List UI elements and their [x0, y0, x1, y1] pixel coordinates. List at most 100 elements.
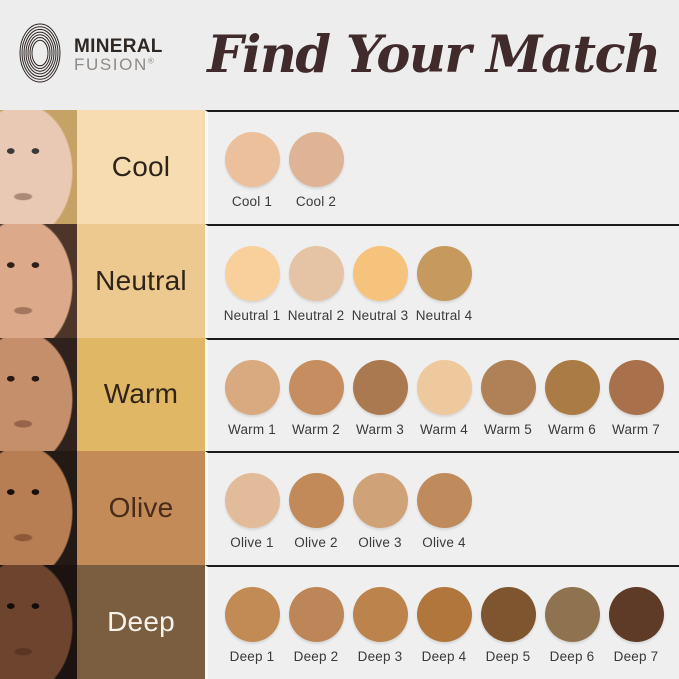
shade-swatch-label: Deep 3 — [357, 649, 403, 665]
shade-swatch-circle — [416, 359, 472, 415]
shade-swatch-label: Warm 2 — [292, 421, 340, 437]
shade-swatch: Warm 1 — [220, 359, 284, 437]
shade-rows: Cool Cool 1 Cool 2 Neutral Neutral 1 Neu… — [0, 110, 679, 679]
swatch-area: Neutral 1 Neutral 2 Neutral 3 Neutral 4 — [205, 223, 679, 338]
shade-swatch-circle — [416, 587, 472, 643]
shade-row: Cool Cool 1 Cool 2 — [0, 110, 679, 224]
shade-swatch-label: Deep 4 — [421, 649, 467, 665]
shade-family-label-box: Cool — [77, 110, 205, 224]
shade-swatch: Olive 3 — [348, 473, 412, 550]
shade-swatch: Deep 2 — [284, 587, 348, 664]
shade-swatch-label: Cool 2 — [295, 194, 337, 209]
shade-swatch-circle — [544, 359, 600, 415]
shade-swatch-circle — [288, 359, 344, 415]
shade-swatch: Neutral 1 — [220, 245, 284, 323]
swatch-area: Warm 1 Warm 2 Warm 3 Warm 4 Warm 5 Warm … — [205, 337, 679, 452]
shade-swatch-label: Olive 1 — [230, 535, 274, 551]
shade-swatch: Deep 4 — [412, 587, 476, 664]
shade-family-label-box: Warm — [77, 337, 205, 452]
shade-swatch: Neutral 4 — [412, 245, 476, 323]
shade-swatch-label: Deep 6 — [549, 649, 595, 665]
registered-mark: ® — [147, 56, 154, 66]
shade-swatch: Deep 1 — [220, 587, 284, 664]
shade-swatch-circle — [480, 587, 536, 643]
shade-swatch: Cool 1 — [220, 132, 284, 209]
shade-swatch: Warm 4 — [412, 359, 476, 437]
shade-swatch: Deep 7 — [604, 587, 668, 664]
shade-swatch-label: Olive 3 — [358, 535, 402, 551]
shade-family-label-box: Deep — [77, 565, 205, 679]
shade-swatch-circle — [288, 473, 344, 529]
shade-swatch: Olive 4 — [412, 473, 476, 550]
model-photo-neutral — [0, 223, 77, 338]
shade-family-label-box: Neutral — [77, 223, 205, 338]
shade-row: Deep Deep 1 Deep 2 Deep 3 Deep 4 Deep 5 — [0, 565, 679, 679]
model-photo-warm — [0, 337, 77, 452]
shade-family-label-box: Olive — [77, 451, 205, 566]
shade-swatch-label: Neutral 4 — [415, 307, 473, 323]
shade-swatch-label: Warm 5 — [484, 421, 532, 437]
shade-swatch-circle — [224, 132, 280, 187]
shade-swatch-label: Neutral 3 — [351, 307, 409, 323]
shade-swatch-circle — [608, 359, 664, 415]
shade-swatch-circle — [352, 587, 408, 643]
shade-row: Olive Olive 1 Olive 2 Olive 3 Olive 4 — [0, 451, 679, 566]
concentric-rings-logo-icon — [18, 22, 62, 89]
shade-swatch: Neutral 2 — [284, 245, 348, 323]
swatch-area: Deep 1 Deep 2 Deep 3 Deep 4 Deep 5 Deep … — [205, 565, 679, 679]
shade-family-label: Cool — [111, 150, 171, 182]
shade-swatch-circle — [416, 245, 472, 301]
shade-swatch-circle — [352, 359, 408, 415]
shade-swatch: Olive 1 — [220, 473, 284, 550]
shade-swatch-label: Neutral 2 — [287, 307, 345, 323]
shade-swatch-label: Olive 4 — [422, 535, 466, 551]
brand-line-mineral: MINERAL — [74, 35, 163, 57]
shade-swatch-label: Warm 1 — [228, 421, 276, 437]
shade-swatch-label: Warm 4 — [420, 421, 468, 437]
shade-swatch: Deep 3 — [348, 587, 412, 664]
shade-family-label: Olive — [108, 492, 174, 524]
shade-swatch-circle — [352, 245, 408, 301]
shade-swatch-circle — [224, 473, 280, 529]
shade-swatch-label: Cool 1 — [231, 194, 273, 209]
shade-swatch-label: Warm 6 — [548, 421, 596, 437]
shade-swatch-label: Deep 7 — [613, 649, 659, 665]
model-photo-cool — [0, 110, 77, 224]
shade-swatch: Deep 6 — [540, 587, 604, 664]
shade-swatch-label: Neutral 1 — [223, 307, 281, 323]
shade-swatch-circle — [544, 587, 600, 643]
shade-swatch-label: Deep 5 — [485, 649, 531, 665]
mineral-fusion-logo: MINERAL FUSION® — [18, 22, 198, 89]
shade-swatch: Warm 7 — [604, 359, 668, 437]
shade-swatch: Warm 3 — [348, 359, 412, 437]
page-title: Find Your Match — [207, 25, 661, 85]
shade-swatch-circle — [288, 587, 344, 643]
shade-swatch-circle — [352, 473, 408, 529]
shade-swatch: Olive 2 — [284, 473, 348, 550]
model-photo-deep — [0, 565, 77, 679]
shade-swatch: Warm 6 — [540, 359, 604, 437]
shade-swatch: Neutral 3 — [348, 245, 412, 323]
shade-family-label: Deep — [107, 606, 175, 638]
swatch-area: Olive 1 Olive 2 Olive 3 Olive 4 — [205, 451, 679, 566]
shade-row: Warm Warm 1 Warm 2 Warm 3 Warm 4 Warm 5 — [0, 337, 679, 452]
shade-swatch: Warm 2 — [284, 359, 348, 437]
shade-swatch-label: Deep 2 — [293, 649, 339, 665]
shade-family-label: Neutral — [95, 264, 187, 296]
shade-family-label: Warm — [103, 378, 179, 410]
shade-swatch: Deep 5 — [476, 587, 540, 664]
shade-swatch-circle — [224, 587, 280, 643]
shade-swatch-circle — [224, 359, 280, 415]
shade-swatch-label: Deep 1 — [229, 649, 275, 665]
model-photo-olive — [0, 451, 77, 566]
shade-swatch-circle — [480, 359, 536, 415]
brand-wordmark: MINERAL FUSION® — [74, 35, 163, 75]
swatch-area: Cool 1 Cool 2 — [205, 110, 679, 224]
brand-line-fusion: FUSION® — [74, 55, 154, 75]
shade-swatch-label: Olive 2 — [294, 535, 338, 551]
shade-swatch-circle — [288, 132, 344, 187]
shade-swatch-circle — [224, 245, 280, 301]
header: MINERAL FUSION® Find Your Match — [0, 0, 679, 110]
shade-swatch-circle — [416, 473, 472, 529]
